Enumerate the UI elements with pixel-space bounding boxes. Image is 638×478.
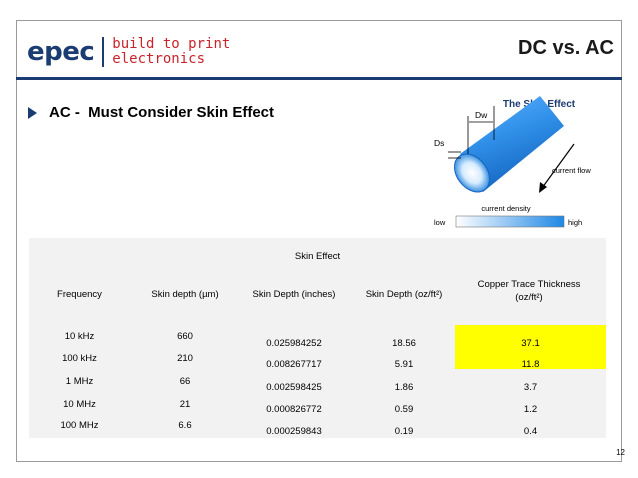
skin-effect-figure: The Skin Effect Dw Ds current flow curre…: [434, 96, 591, 228]
cell-skin-depth-oz: 0.59: [394, 404, 414, 415]
cell-copper-thickness: 11.8: [521, 359, 540, 370]
ds-label: Ds: [434, 138, 444, 148]
slide-title: DC vs. AC: [518, 37, 614, 59]
cell-skin-depth-inches: 0.000826772: [266, 404, 322, 415]
table-caption: Skin Effect: [294, 251, 341, 262]
cell-copper-thickness: 0.4: [523, 426, 538, 437]
logo-divider: [102, 37, 105, 67]
header-copper-line-1: Copper Trace Thickness: [477, 279, 581, 290]
highlight-copper-cells: [455, 325, 606, 369]
cell-frequency: 1 MHz: [65, 376, 94, 387]
current-flow-arrow-head-icon: [539, 182, 547, 193]
epec-logo: epec build to print electronics: [27, 34, 230, 70]
dw-label: Dw: [475, 110, 488, 120]
current-density-bar: [455, 215, 565, 228]
header-skin-depth-um: Skin depth (µm): [151, 289, 219, 300]
cell-skin-depth-inches: 0.025984252: [266, 338, 322, 349]
cell-skin-depth-um: 66: [179, 376, 191, 387]
density-low-label: low: [434, 218, 446, 227]
logo-tagline: build to print electronics: [112, 37, 230, 67]
conductor-end: [453, 153, 491, 193]
cell-skin-depth-um: 6.6: [178, 420, 192, 431]
cell-skin-depth-oz: 0.19: [394, 426, 414, 437]
cell-skin-depth-oz: 18.56: [392, 338, 416, 349]
cell-copper-thickness: 3.7: [523, 382, 538, 393]
header-copper-line-2: (oz/ft²): [515, 292, 543, 303]
current-flow-arrow-shaft: [541, 143, 575, 189]
page-number: 12: [616, 448, 625, 457]
cell-copper-thickness: 37.1: [521, 338, 540, 349]
cell-skin-depth-um: 21: [179, 399, 191, 410]
cell-frequency: 100 kHz: [62, 353, 97, 364]
logo-tagline-line-2: electronics: [112, 51, 206, 67]
cell-frequency: 100 MHz: [60, 420, 99, 431]
density-high-label: high: [568, 218, 582, 227]
cell-frequency: 10 kHz: [64, 331, 95, 342]
slide-frame: [16, 20, 622, 462]
cell-skin-depth-inches: 0.000259843: [266, 426, 322, 437]
cell-skin-depth-um: 210: [177, 353, 193, 364]
bullet-text: AC - Must Consider Skin Effect: [49, 104, 275, 121]
cell-copper-thickness: 1.2: [523, 404, 538, 415]
cell-skin-depth-inches: 0.002598425: [266, 382, 322, 393]
current-flow-label: current flow: [552, 166, 591, 175]
cell-skin-depth-oz: 5.91: [394, 359, 414, 370]
header-rule: [16, 77, 622, 80]
header-frequency: Frequency: [57, 289, 102, 300]
header-copper-trace-thickness: Copper Trace Thickness (oz/ft²): [454, 278, 604, 304]
header-skin-depth-oz: Skin Depth (oz/ft²): [365, 289, 443, 300]
current-density-label: current density: [481, 204, 530, 213]
logo-tagline-line-1: build to print: [112, 36, 231, 52]
skin-effect-table: Skin Effect Frequency Skin depth (µm) Sk…: [29, 238, 606, 438]
cell-frequency: 10 MHz: [63, 399, 96, 410]
bullet-point: AC - Must Consider Skin Effect: [28, 104, 274, 121]
cell-skin-depth-um: 660: [177, 331, 193, 342]
logo-word: epec: [27, 37, 95, 67]
header-skin-depth-inches: Skin Depth (inches): [252, 289, 336, 300]
bullet-arrow-icon: [28, 106, 37, 119]
cell-skin-depth-inches: 0.008267717: [266, 359, 322, 370]
cell-skin-depth-oz: 1.86: [394, 382, 414, 393]
